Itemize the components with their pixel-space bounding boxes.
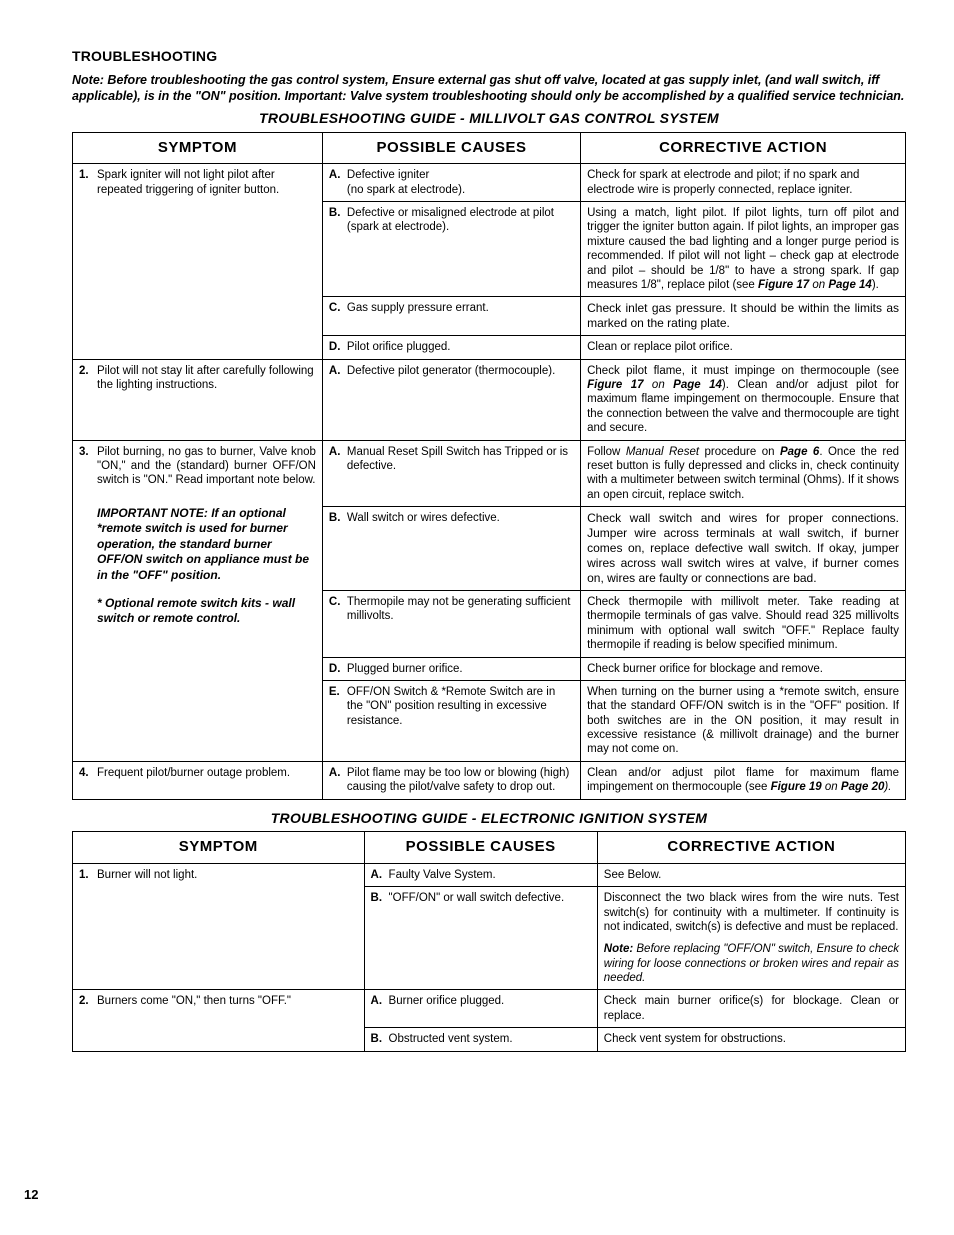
table-cell: Check vent system for obstructions. [597,1028,905,1051]
table-cell: 3.Pilot burning, no gas to burner, Valve… [73,440,323,761]
table-cell: C.Gas supply pressure errant. [322,297,580,336]
table-cell: E.OFF/ON Switch & *Remote Switch are in … [322,680,580,761]
table-cell: Clean or replace pilot orifice. [581,336,906,359]
table-cell: A.Defective igniter (no spark at electro… [322,164,580,202]
col-action: CORRECTIVE ACTION [581,132,906,164]
table-cell: When turning on the burner using a *remo… [581,680,906,761]
table-cell: B."OFF/ON" or wall switch defective. [364,887,597,990]
table-cell: Check inlet gas pressure. It should be w… [581,297,906,336]
table-cell: Check pilot flame, it must impinge on th… [581,359,906,440]
table-cell: Disconnect the two black wires from the … [597,887,905,990]
table-cell: D.Plugged burner orifice. [322,657,580,680]
troubleshooting-table-millivolt: SYMPTOM POSSIBLE CAUSES CORRECTIVE ACTIO… [72,132,906,800]
table-2-title: TROUBLESHOOTING GUIDE - ELECTRONIC IGNIT… [72,810,906,828]
table-cell: C.Thermopile may not be generating suffi… [322,591,580,658]
page-number: 12 [24,1187,38,1203]
table-cell: 2.Pilot will not stay lit after carefull… [73,359,323,440]
section-heading: TROUBLESHOOTING [72,48,906,66]
col-symptom: SYMPTOM [73,832,365,864]
table-cell: B.Defective or misaligned electrode at p… [322,202,580,297]
col-action: CORRECTIVE ACTION [597,832,905,864]
table-cell: 1.Spark igniter will not light pilot aft… [73,164,323,359]
table-cell: A.Burner orifice plugged. [364,990,597,1028]
table-cell: Check burner orifice for blockage and re… [581,657,906,680]
table-cell: Clean and/or adjust pilot flame for maxi… [581,761,906,799]
table-cell: B.Wall switch or wires defective. [322,507,580,591]
table-cell: Check for spark at electrode and pilot; … [581,164,906,202]
troubleshooting-table-electronic: SYMPTOM POSSIBLE CAUSES CORRECTIVE ACTIO… [72,831,906,1052]
table-cell: Follow Manual Reset procedure on Page 6.… [581,440,906,507]
table-cell: D.Pilot orifice plugged. [322,336,580,359]
table-cell: Check thermopile with millivolt meter. T… [581,591,906,658]
col-cause: POSSIBLE CAUSES [364,832,597,864]
table-cell: B.Obstructed vent system. [364,1028,597,1051]
table-cell: A.Pilot flame may be too low or blowing … [322,761,580,799]
table-cell: A.Manual Reset Spill Switch has Tripped … [322,440,580,507]
table-cell: 1.Burner will not light. [73,863,365,990]
table-cell: Check wall switch and wires for proper c… [581,507,906,591]
table-1-title: TROUBLESHOOTING GUIDE - MILLIVOLT GAS CO… [72,110,906,128]
table-cell: A.Faulty Valve System. [364,863,597,886]
preface-note: Note: Before troubleshooting the gas con… [72,72,906,105]
table-cell: See Below. [597,863,905,886]
table-cell: 2.Burners come "ON," then turns "OFF." [73,990,365,1051]
table-cell: 4.Frequent pilot/burner outage problem. [73,761,323,799]
table-cell: A.Defective pilot generator (thermocoupl… [322,359,580,440]
table-cell: Check main burner orifice(s) for blockag… [597,990,905,1028]
col-symptom: SYMPTOM [73,132,323,164]
table-cell: Using a match, light pilot. If pilot lig… [581,202,906,297]
col-cause: POSSIBLE CAUSES [322,132,580,164]
